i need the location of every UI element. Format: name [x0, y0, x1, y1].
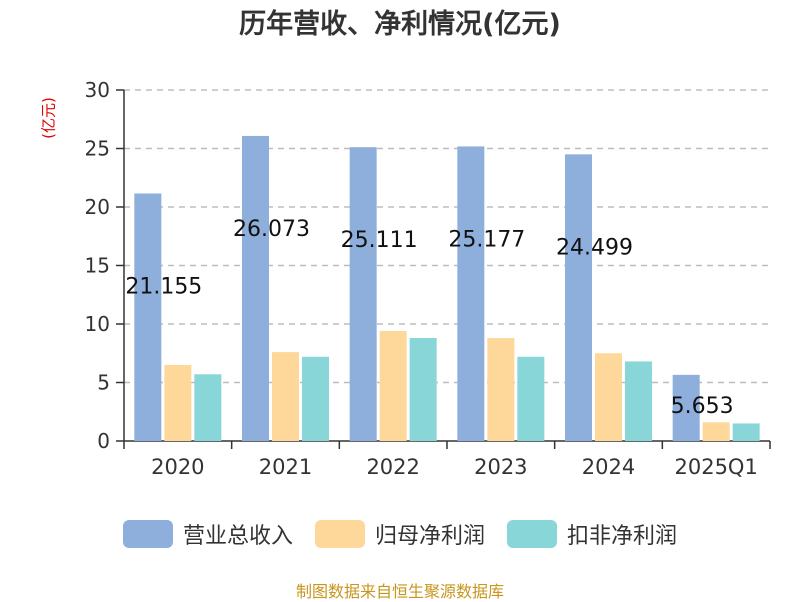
- legend-swatch-deducted-profit: [507, 520, 557, 548]
- bar-revenue: [242, 135, 269, 441]
- legend-swatch-revenue: [122, 520, 173, 548]
- legend-item-deducted-profit[interactable]: 扣非净利润: [507, 518, 677, 550]
- x-tick-label: 2021: [259, 455, 312, 479]
- data-label: 25.177: [448, 227, 525, 252]
- bar-revenue: [457, 146, 485, 442]
- y-tick-label: 0: [97, 429, 110, 453]
- data-label: 24.499: [556, 235, 633, 260]
- bar-deducted-profit: [302, 356, 329, 441]
- chart-title: 历年营收、净利情况(亿元): [239, 9, 561, 40]
- bar-chart: 0 5 10 15 20 25 30 2020 2021 2022 2023 2024 2025Q1 21…: [85, 78, 771, 479]
- y-tick-label: 5: [97, 371, 110, 395]
- bar-net-profit: [164, 364, 192, 441]
- bar-net-profit: [487, 338, 515, 441]
- data-label: 25.111: [341, 228, 418, 253]
- legend-label-revenue: 营业总收入: [182, 524, 293, 549]
- bar-deducted-profit: [517, 356, 545, 441]
- data-label: 26.073: [233, 217, 310, 242]
- x-tick-label: 2025Q1: [674, 455, 757, 479]
- y-tick-label: 25: [85, 137, 110, 161]
- x-tick-label: 2023: [474, 455, 527, 479]
- data-label: 21.155: [125, 274, 202, 299]
- y-tick-label: 10: [85, 312, 110, 336]
- x-tick-label: 2020: [151, 455, 204, 479]
- legend-swatch-net-profit: [314, 520, 365, 548]
- bar-net-profit: [272, 352, 299, 441]
- legend-item-net-profit[interactable]: 归母净利润: [314, 518, 485, 550]
- bar-revenue: [672, 374, 700, 441]
- bar-revenue: [134, 193, 162, 441]
- y-tick-label: 15: [85, 254, 110, 278]
- legend-label-net-profit: 归母净利润: [374, 524, 485, 549]
- data-label: 5.653: [671, 394, 734, 419]
- bar-net-profit: [379, 331, 407, 441]
- x-tick-label: 2022: [366, 455, 419, 479]
- bar-deducted-profit: [625, 361, 652, 441]
- data-source-note: 制图数据来自恒生聚源数据库: [295, 582, 504, 601]
- legend-item-revenue[interactable]: 营业总收入: [122, 518, 293, 550]
- y-tick-label: 20: [85, 195, 110, 219]
- bar-net-profit: [702, 422, 730, 441]
- bar-deducted-profit: [194, 374, 222, 441]
- bar-deducted-profit: [732, 423, 760, 441]
- x-tick-label: 2024: [582, 455, 635, 479]
- y-tick-label: 30: [85, 78, 110, 102]
- bar-revenue: [349, 147, 377, 441]
- legend-label-deducted-profit: 扣非净利润: [567, 524, 678, 549]
- bar-deducted-profit: [409, 338, 437, 441]
- legend: 营业总收入 归母净利润 扣非净利润: [0, 518, 800, 550]
- bar-net-profit: [595, 353, 622, 441]
- bar-revenue: [565, 154, 592, 441]
